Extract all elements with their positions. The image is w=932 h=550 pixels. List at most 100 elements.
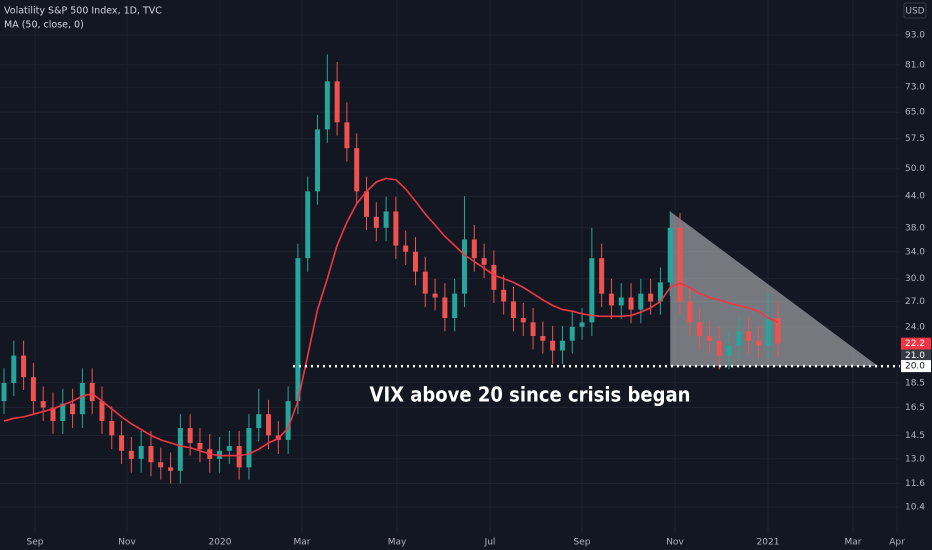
candle-body xyxy=(432,293,438,298)
price-label-box xyxy=(901,337,931,350)
y-tick-label: 14.5 xyxy=(905,431,925,441)
candle-body xyxy=(716,340,722,356)
candle-body xyxy=(530,322,536,336)
candle-body xyxy=(236,446,242,468)
candle-body xyxy=(393,211,399,246)
candle-body xyxy=(256,414,262,429)
y-tick-label: 10.4 xyxy=(905,502,925,512)
y-tick-label: 44.0 xyxy=(905,192,925,202)
candle-body xyxy=(608,293,614,306)
x-tick-label: Sep xyxy=(574,538,591,548)
candle-body xyxy=(775,318,781,344)
y-tick-label: 65.0 xyxy=(905,108,925,118)
candle-body xyxy=(128,450,134,459)
candle-body xyxy=(677,227,683,302)
y-tick-label: 13.0 xyxy=(905,454,925,464)
candle-body xyxy=(550,340,556,351)
candle-body xyxy=(344,122,350,149)
x-tick-label: Nov xyxy=(666,538,684,548)
candle-body xyxy=(354,148,360,192)
y-tick-label: 38.0 xyxy=(905,223,925,233)
candle-body xyxy=(295,258,301,402)
time-axis-panel xyxy=(0,532,932,550)
candle-body xyxy=(70,403,76,415)
candle-body xyxy=(40,401,46,408)
candle-body xyxy=(364,191,370,217)
candle-body xyxy=(687,301,693,323)
candle-body xyxy=(481,258,487,265)
currency[interactable]: USD xyxy=(905,7,924,17)
ma-line xyxy=(3,177,779,457)
candle-body xyxy=(315,129,321,192)
legend-entry: MA (50, close, 0) xyxy=(4,20,84,31)
candle-body xyxy=(491,264,497,290)
candle-body xyxy=(422,271,428,294)
candle-body xyxy=(589,258,595,323)
candle-body xyxy=(109,421,115,436)
candle-body xyxy=(324,81,330,130)
candle-body xyxy=(559,340,565,351)
candle-body xyxy=(246,428,252,468)
candle-body xyxy=(177,428,183,471)
candle-body xyxy=(638,293,644,310)
x-tick-label: Sep xyxy=(27,538,44,548)
candle-body xyxy=(383,211,389,228)
candle-body xyxy=(266,414,272,436)
candle-body xyxy=(746,331,752,341)
candle-body xyxy=(89,382,95,402)
candle-body xyxy=(501,289,507,302)
candle-body xyxy=(452,293,458,319)
y-tick-label: 34.0 xyxy=(905,247,925,257)
candle-body xyxy=(148,446,154,463)
candle-body xyxy=(197,442,203,450)
y-tick-label: 16.5 xyxy=(905,403,925,413)
candle-body xyxy=(755,340,761,346)
wedge xyxy=(670,211,878,367)
price-axis-panel xyxy=(900,0,932,550)
candle-body xyxy=(334,81,340,123)
price-label-box xyxy=(901,349,931,362)
candle-body xyxy=(569,326,575,341)
x-tick-label: Apr xyxy=(889,538,905,548)
candle-body xyxy=(168,467,174,471)
candle-body xyxy=(726,345,732,356)
chart-title: Volatility S&P 500 Index, 1D, TVC xyxy=(4,6,162,17)
annotation: VIX above 20 since crisis began xyxy=(370,383,691,407)
currency-box[interactable] xyxy=(903,2,927,19)
candle-body xyxy=(736,331,742,346)
candle-body xyxy=(403,245,409,252)
candle-body xyxy=(119,435,125,451)
candle-body xyxy=(30,377,36,402)
candle-body xyxy=(412,251,418,272)
y-tick-label: 27.0 xyxy=(905,297,925,307)
y-tick-label: 30.0 xyxy=(905,274,925,284)
candle-body xyxy=(648,293,654,302)
candle-body xyxy=(706,335,712,341)
candle-body xyxy=(226,446,232,451)
candle-body xyxy=(99,401,105,422)
y-tick-label: 57.5 xyxy=(905,134,925,144)
x-tick-label: May xyxy=(388,538,407,548)
candle-body xyxy=(373,216,379,228)
price-label: 20.0 xyxy=(905,362,925,372)
x-tick-label: Nov xyxy=(118,538,136,548)
candle-body xyxy=(697,322,703,336)
x-tick-label: 2021 xyxy=(757,538,780,548)
price-label-box xyxy=(901,360,931,373)
candle-body xyxy=(618,297,624,306)
y-tick-label: 18.5 xyxy=(905,378,925,388)
y-tick-label: 11.6 xyxy=(905,479,925,489)
x-tick-label: Mar xyxy=(845,538,862,548)
y-tick-label: 73.0 xyxy=(905,83,925,93)
candle-body xyxy=(60,403,66,422)
candle-body xyxy=(765,318,771,346)
candle-body xyxy=(520,318,526,323)
candle-body xyxy=(305,191,311,259)
y-tick-label: 50.0 xyxy=(905,164,925,174)
candle-body xyxy=(657,282,663,302)
candle-body xyxy=(599,258,605,294)
candle-body xyxy=(628,297,634,310)
candle-body xyxy=(1,382,7,402)
